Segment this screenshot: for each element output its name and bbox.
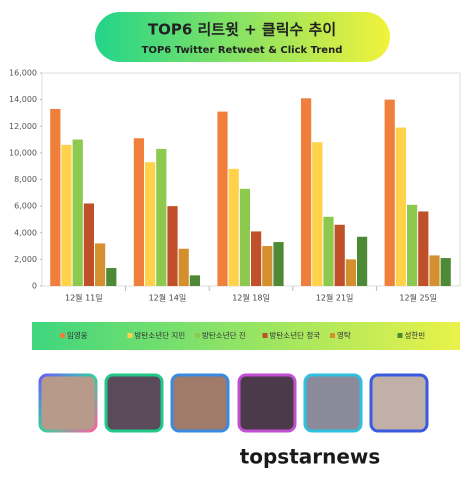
photo-row [38,373,429,433]
x-tick-label: 12월 18일 [232,293,270,303]
legend-swatch [60,333,65,338]
bar [50,108,61,286]
legend-label: 방탄소년단 진 [202,330,246,340]
bar [384,99,395,286]
y-tick-label: 2,000 [14,255,37,264]
y-tick-label: 8,000 [14,175,37,184]
bar [395,127,406,286]
y-tick-label: 14,000 [9,95,37,104]
bar [156,148,167,286]
bar [301,98,312,286]
y-tick-label: 10,000 [9,148,37,157]
y-tick-label: 12,000 [9,122,37,131]
photo [369,373,429,433]
legend-swatch [195,333,200,338]
bar [334,224,345,286]
chart-subtitle: TOP6 Twitter Retweet & Click Trend [142,45,343,56]
bar [323,216,334,286]
legend-swatch [262,333,268,338]
bar [106,268,117,286]
legend-band [32,322,460,350]
footer-brand: topstarnews [240,445,381,469]
x-tick-label: 12월 21일 [316,293,354,303]
bar [145,162,156,286]
bar [418,211,429,286]
bar [72,139,83,286]
legend-swatch [397,333,403,338]
bar [217,111,228,286]
photo [237,373,297,433]
legend-label: 성한빈 [405,331,426,340]
photo [104,373,164,433]
bar [61,144,72,286]
y-tick-label: 4,000 [14,228,37,237]
legend-swatch [330,333,335,338]
photo [38,373,98,433]
photo [170,373,230,433]
y-tick-label: 6,000 [14,202,37,211]
y-tick-label: 0 [32,282,37,291]
bar [429,255,440,286]
title-banner [95,12,390,62]
bar [262,246,273,286]
bar [440,258,451,286]
bar [189,275,200,286]
bar [95,243,106,286]
bar [345,259,356,286]
chart-title: TOP6 리트윗 + 클릭수 추이 [148,21,336,39]
photo [303,373,363,433]
bar [251,231,262,286]
legend-label: 임영웅 [67,330,88,340]
bar [239,188,250,286]
bar [83,203,94,286]
bar [407,204,418,286]
bar [178,248,189,286]
legend-label: 영탁 [337,330,351,340]
bar [228,168,239,286]
bar [357,236,368,286]
bar [167,206,178,286]
legend-label: 방탄소년단 정국 [270,330,321,340]
bar [133,138,144,286]
x-tick-label: 12월 25일 [399,293,437,303]
legend-label: 방탄소년단 지민 [135,330,186,340]
legend-swatch [127,333,133,338]
bar [312,142,323,286]
bar [273,242,284,286]
y-tick-label: 16,000 [9,69,37,78]
x-tick-label: 12월 11일 [65,293,103,303]
x-tick-label: 12월 14일 [149,293,187,303]
